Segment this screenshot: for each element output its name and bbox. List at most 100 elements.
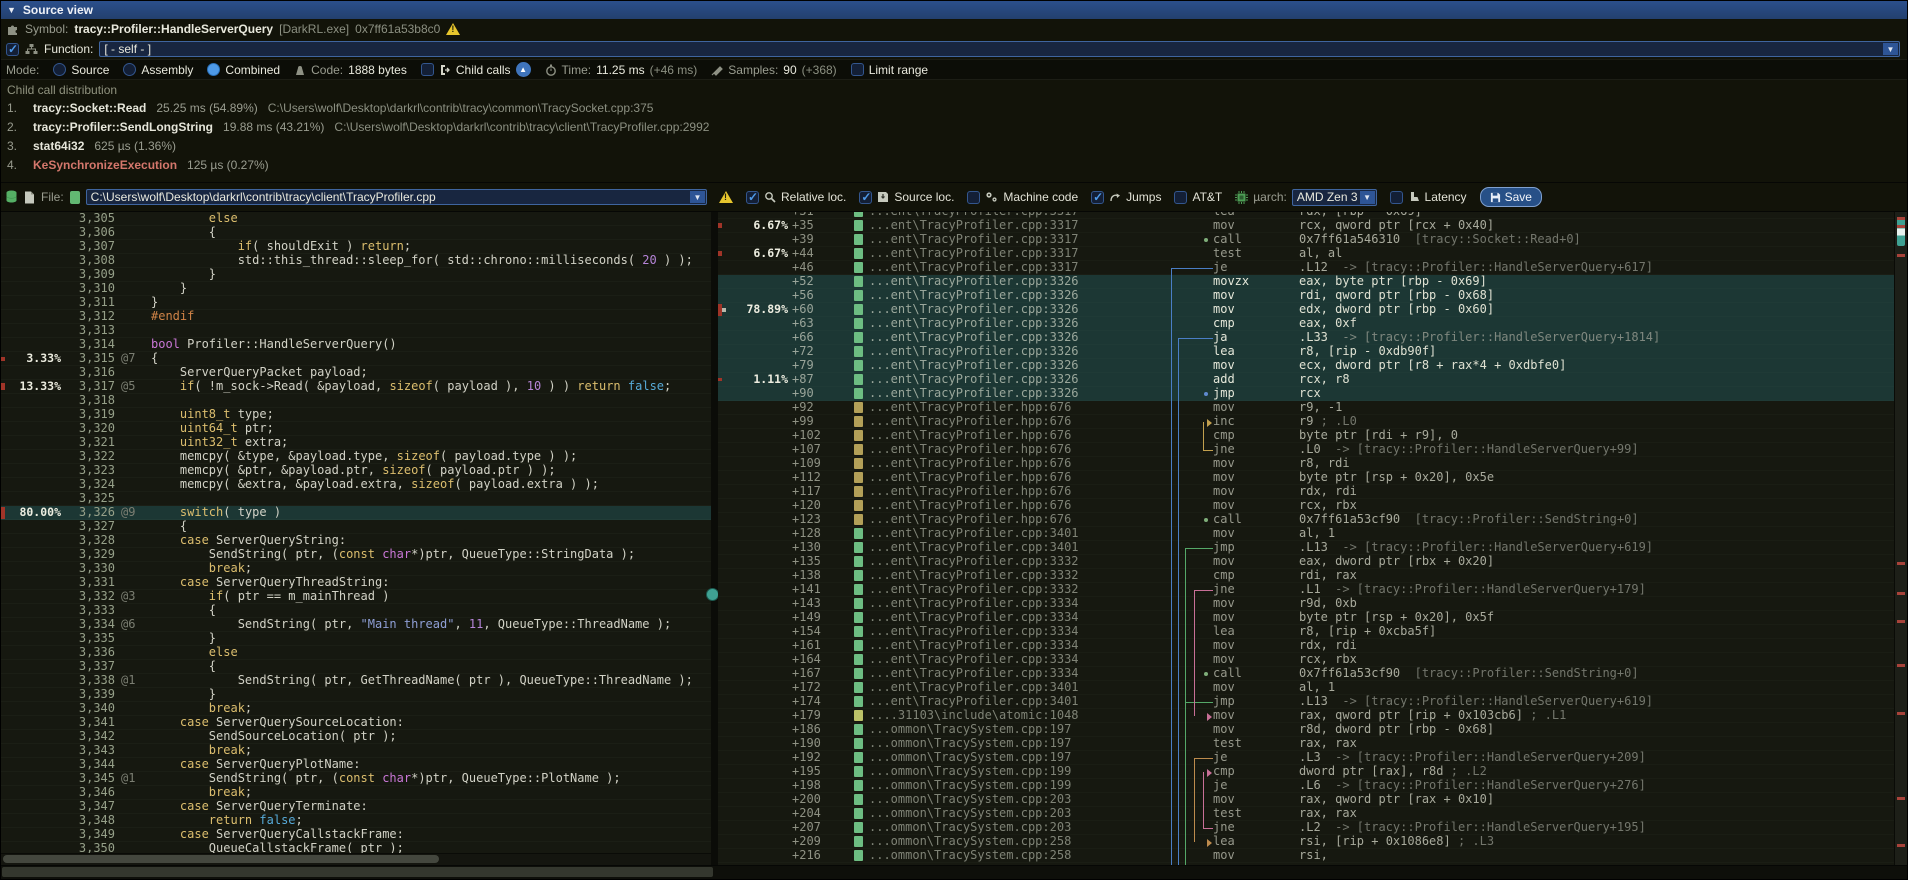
att-toggle[interactable]: AT&T xyxy=(1174,190,1222,204)
source-line[interactable]: 80.00% 3,326 @9 switch( type ) xyxy=(1,506,711,520)
source-line[interactable]: 3,310 } xyxy=(1,282,711,296)
source-line[interactable]: 3.33% 3,315 @7{ xyxy=(1,352,711,366)
source-loc-checkbox[interactable] xyxy=(859,190,873,204)
source-line[interactable]: 3,333 { xyxy=(1,604,711,618)
source-line[interactable]: 3,336 else xyxy=(1,646,711,660)
relative-loc-checkbox[interactable] xyxy=(746,190,759,204)
source-line[interactable]: 3,328 case ServerQueryString: xyxy=(1,534,711,548)
asm-row[interactable]: +172 ...ent\TracyProfiler.cpp:3401 mov al, … xyxy=(718,681,1894,695)
asm-row[interactable]: +66 ...ent\TracyProfiler.cpp:3326 ja .L33 -… xyxy=(718,331,1894,345)
asm-row[interactable]: +174 ...ent\TracyProfiler.cpp:3401 jmp .L13… xyxy=(718,695,1894,709)
latency-checkbox[interactable] xyxy=(1389,190,1403,204)
asm-row[interactable]: +186 ...ommon\TracySystem.cpp:197 mov r8d, … xyxy=(718,723,1894,737)
asm-row[interactable]: +198 ...ommon\TracySystem.cpp:199 je .L6 ->… xyxy=(718,779,1894,793)
asm-row[interactable]: +161 ...ent\TracyProfiler.cpp:3334 mov rdx,… xyxy=(718,639,1894,653)
asm-row[interactable]: +123 ...ent\TracyProfiler.hpp:676 call 0x7f… xyxy=(718,513,1894,527)
asm-row[interactable]: +117 ...ent\TracyProfiler.hpp:676 mov rdx, … xyxy=(718,485,1894,499)
function-select[interactable]: [ - self - ] ▼ xyxy=(99,41,1900,57)
scrollbar-thumb[interactable] xyxy=(2,867,713,877)
asm-row[interactable]: +167 ...ent\TracyProfiler.cpp:3334 call 0x7… xyxy=(718,667,1894,681)
file-select[interactable]: C:\Users\wolf\Desktop\darkrl\contrib\tra… xyxy=(85,189,707,205)
asm-row[interactable]: 78.89% +60 ...ent\TracyProfiler.cpp:3326 mo… xyxy=(718,303,1894,317)
radio-combined[interactable] xyxy=(207,63,221,76)
source-line[interactable]: 3,335 } xyxy=(1,632,711,646)
source-line[interactable]: 3,343 break; xyxy=(1,744,711,758)
child-call-item[interactable]: 3. stat64i32 625 µs (1.36%) xyxy=(7,139,176,153)
scrollbar-thumb[interactable] xyxy=(1897,218,1905,246)
source-line[interactable]: 3,347 case ServerQueryTerminate: xyxy=(1,800,711,814)
source-line[interactable]: 3,311} xyxy=(1,296,711,310)
asm-row[interactable]: +31 ...ent\TracyProfiler.cpp:3317 leardx, … xyxy=(718,212,1894,219)
asm-row[interactable]: +195 ...ommon\TracySystem.cpp:199 cmp dword… xyxy=(718,765,1894,779)
source-line[interactable]: 3,346 break; xyxy=(1,786,711,800)
source-line[interactable]: 3,344 case ServerQueryPlotName: xyxy=(1,758,711,772)
asm-row[interactable]: +63 ...ent\TracyProfiler.cpp:3326 cmp eax, … xyxy=(718,317,1894,331)
asm-row[interactable]: 1.11% +87 ...ent\TracyProfiler.cpp:3326 add… xyxy=(718,373,1894,387)
child-calls-checkbox[interactable] xyxy=(420,63,434,76)
asm-row[interactable]: +56 ...ent\TracyProfiler.cpp:3326 mov rdi, … xyxy=(718,289,1894,303)
jumps-toggle[interactable]: Jumps xyxy=(1091,190,1161,204)
jumps-checkbox[interactable] xyxy=(1091,190,1105,204)
source-line[interactable]: 3,338 @1 SendString( ptr, GetThreadName( … xyxy=(1,674,711,688)
source-line[interactable]: 3,309 } xyxy=(1,268,711,282)
source-line[interactable]: 3,320 uint64_t ptr; xyxy=(1,422,711,436)
asm-row[interactable]: +46 ...ent\TracyProfiler.cpp:3317 je .L12 -… xyxy=(718,261,1894,275)
source-line[interactable]: 3,342 SendSourceLocation( ptr ); xyxy=(1,730,711,744)
asm-row[interactable]: +52 ...ent\TracyProfiler.cpp:3326 movzx eax… xyxy=(718,275,1894,289)
source-line[interactable]: 3,337 { xyxy=(1,660,711,674)
asm-row[interactable]: +179 ....31103\include\atomic:1048 mov rax,… xyxy=(718,709,1894,723)
child-call-item[interactable]: 4. KeSynchronizeExecution 125 µs (0.27%) xyxy=(7,158,269,172)
asm-row[interactable]: +102 ...ent\TracyProfiler.hpp:676 cmp byte … xyxy=(718,429,1894,443)
source-line[interactable]: 3,334 @6 SendString( ptr, "Main thread", … xyxy=(1,618,711,632)
source-line[interactable]: 3,325 xyxy=(1,492,711,506)
bottom-horizontal-scrollbar[interactable] xyxy=(1,865,1907,879)
asm-row[interactable]: +143 ...ent\TracyProfiler.cpp:3334 mov r9d,… xyxy=(718,597,1894,611)
asm-row[interactable]: +149 ...ent\TracyProfiler.cpp:3334 mov byte… xyxy=(718,611,1894,625)
scrollbar-thumb[interactable] xyxy=(3,855,439,863)
source-line[interactable]: 3,312 #endif xyxy=(1,310,711,324)
source-line[interactable]: 3,340 break; xyxy=(1,702,711,716)
chevron-down-icon[interactable]: ▼ xyxy=(1883,43,1898,55)
source-loc-toggle[interactable]: Source loc. xyxy=(859,190,954,204)
source-horizontal-scrollbar[interactable] xyxy=(1,853,711,865)
source-line[interactable]: 3,332 @3 if( ptr == m_mainThread ) xyxy=(1,590,711,604)
asm-row[interactable]: +39 ...ent\TracyProfiler.cpp:3317 call 0x7f… xyxy=(718,233,1894,247)
child-calls-toggle[interactable]: Child calls ▲ xyxy=(420,62,531,77)
machine-code-checkbox[interactable] xyxy=(967,190,981,204)
source-line[interactable]: 3,319 uint8_t type; xyxy=(1,408,711,422)
asm-row[interactable]: +190 ...ommon\TracySystem.cpp:197 test rax,… xyxy=(718,737,1894,751)
source-line[interactable]: 3,305 else xyxy=(1,212,711,226)
asm-row[interactable]: +107 ...ent\TracyProfiler.hpp:676 jne .L0 -… xyxy=(718,443,1894,457)
source-line[interactable]: 3,350 QueueCallstackFrame( ptr ); xyxy=(1,842,711,854)
asm-row[interactable]: +135 ...ent\TracyProfiler.cpp:3332 mov eax,… xyxy=(718,555,1894,569)
source-line[interactable]: 3,348 return false; xyxy=(1,814,711,828)
radio-source[interactable] xyxy=(53,63,67,76)
machine-code-toggle[interactable]: Machine code xyxy=(967,190,1078,204)
source-line[interactable]: 3,323 memcpy( &ptr, &payload.ptr, sizeof… xyxy=(1,464,711,478)
limit-range-toggle[interactable]: Limit range xyxy=(850,63,928,77)
mode-option-assembly[interactable]: Assembly xyxy=(123,63,193,77)
mode-option-source[interactable]: Source xyxy=(53,63,109,77)
asm-row[interactable]: +90 ...ent\TracyProfiler.cpp:3326 jmp rcx xyxy=(718,387,1894,401)
asm-row[interactable]: +216 ...ommon\TracySystem.cpp:258 mov rsi, xyxy=(718,849,1894,863)
radio-assembly[interactable] xyxy=(123,63,137,76)
asm-row[interactable]: +120 ...ent\TracyProfiler.hpp:676 mov rcx, … xyxy=(718,499,1894,513)
source-line[interactable]: 3,349 case ServerQueryCallstackFrame: xyxy=(1,828,711,842)
asm-row[interactable]: 6.67% +44 ...ent\TracyProfiler.cpp:3317 tes… xyxy=(718,247,1894,261)
source-line[interactable]: 3,324 memcpy( &extra, &payload.extra, si… xyxy=(1,478,711,492)
source-line[interactable]: 3,329 SendString( ptr, (const char*)ptr,… xyxy=(1,548,711,562)
asm-row[interactable]: +138 ...ent\TracyProfiler.cpp:3332 cmp rdi,… xyxy=(718,569,1894,583)
asm-row[interactable]: +128 ...ent\TracyProfiler.cpp:3401 mov al, … xyxy=(718,527,1894,541)
asm-row[interactable]: +112 ...ent\TracyProfiler.hpp:676 mov byte … xyxy=(718,471,1894,485)
child-call-item[interactable]: 2. tracy::Profiler::SendLongString 19.88 m… xyxy=(7,120,710,134)
asm-row[interactable]: +207 ...ommon\TracySystem.cpp:203 jne .L2 -… xyxy=(718,821,1894,835)
asm-row[interactable]: +209 ...ommon\TracySystem.cpp:258 lea rsi, … xyxy=(718,835,1894,849)
asm-row[interactable]: +109 ...ent\TracyProfiler.hpp:676 mov r8, r… xyxy=(718,457,1894,471)
asm-row[interactable]: +164 ...ent\TracyProfiler.cpp:3334 mov rcx,… xyxy=(718,653,1894,667)
source-line[interactable]: 3,308 std::this_thread::sleep_for( std::… xyxy=(1,254,711,268)
save-button[interactable]: Save xyxy=(1479,187,1542,207)
mode-option-combined[interactable]: Combined xyxy=(207,63,280,77)
collapse-triangle-icon[interactable]: ▼ xyxy=(7,5,16,15)
pane-divider[interactable] xyxy=(706,212,719,865)
child-call-item[interactable]: 1. tracy::Socket::Read 25.25 ms (54.89%) C:… xyxy=(7,101,654,115)
